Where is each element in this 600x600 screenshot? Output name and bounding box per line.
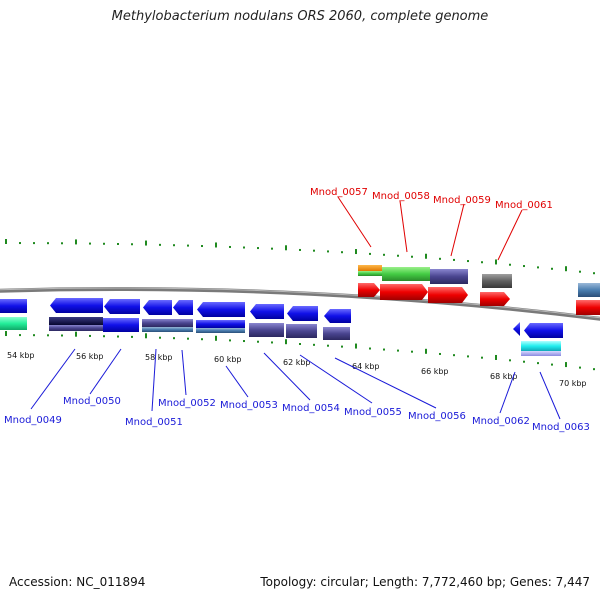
accession-text: Accession: NC_011894 [9, 575, 146, 589]
scale-label: 58 kbp [145, 353, 173, 362]
gene-bar[interactable] [286, 324, 317, 338]
gene-arrow[interactable] [50, 298, 103, 313]
gene-label-mnod-0055[interactable]: Mnod_0055 [344, 407, 402, 418]
gene-label-mnod-0054[interactable]: Mnod_0054 [282, 403, 340, 414]
gene-bar[interactable] [103, 318, 139, 332]
genome-title: Methylobacterium nodulans ORS 2060, comp… [111, 9, 489, 24]
leader-line [263, 352, 311, 401]
gene-arrow[interactable] [576, 300, 600, 315]
scale-labels: 54 kbp 56 kbp 58 kbp 60 kbp 62 kbp 64 kb… [7, 351, 587, 388]
bottom-gene-labels: Mnod_0049 Mnod_0050 Mnod_0051 Mnod_0052 … [4, 396, 590, 433]
gene-bar[interactable] [521, 341, 561, 351]
gene-bar[interactable] [196, 328, 245, 333]
gene-bar[interactable] [249, 323, 284, 337]
gene-bar[interactable] [382, 267, 430, 281]
top-label-leaders [337, 196, 523, 261]
leader-line [337, 196, 372, 248]
bottom-label-leaders [30, 348, 561, 420]
leader-line [539, 371, 561, 420]
leader-line [89, 348, 122, 395]
scale-label: 70 kbp [559, 379, 587, 388]
gene-arrow[interactable] [143, 300, 172, 315]
gene-bar[interactable] [49, 325, 103, 331]
top-gene-labels: Mnod_0057 Mnod_0058 Mnod_0059 Mnod_0061 [310, 187, 553, 211]
gene-arrow[interactable] [173, 300, 193, 315]
top-tick-marks [5, 239, 595, 275]
scale-label: 62 kbp [283, 358, 311, 367]
scale-label: 56 kbp [76, 352, 104, 361]
gene-bar[interactable] [0, 317, 27, 330]
leader-line [499, 371, 516, 414]
leader-line [181, 349, 187, 396]
scale-label: 64 kbp [352, 362, 380, 371]
gene-arrow[interactable] [287, 306, 318, 321]
leader-line [299, 354, 373, 404]
gene-label-mnod-0058[interactable]: Mnod_0058 [372, 191, 430, 202]
gene-arrow[interactable] [104, 299, 140, 314]
gene-bar[interactable] [323, 327, 350, 340]
gene-bar[interactable] [521, 351, 561, 356]
gene-bar[interactable] [358, 271, 382, 276]
gene-label-mnod-0059[interactable]: Mnod_0059 [433, 195, 491, 206]
gene-arrow[interactable] [380, 284, 428, 300]
leader-line [450, 203, 465, 257]
gene-label-mnod-0050[interactable]: Mnod_0050 [63, 396, 121, 407]
gene-label-mnod-0063[interactable]: Mnod_0063 [532, 422, 590, 433]
gene-arrow[interactable] [513, 322, 520, 336]
gene-bar[interactable] [196, 320, 245, 328]
scale-label: 54 kbp [7, 351, 35, 360]
gene-arrow[interactable] [197, 302, 245, 317]
gene-bar[interactable] [430, 269, 468, 284]
bottom-tick-marks [5, 331, 595, 371]
gene-label-mnod-0057[interactable]: Mnod_0057 [310, 187, 368, 198]
leader-line [30, 348, 76, 410]
leader-line [497, 209, 523, 261]
leader-line [151, 348, 157, 412]
gene-bar[interactable] [142, 327, 193, 332]
scale-label: 66 kbp [421, 367, 449, 376]
gene-bar[interactable] [358, 265, 382, 271]
gene-arrow[interactable] [524, 323, 563, 338]
scale-label: 68 kbp [490, 372, 518, 381]
gene-arrow[interactable] [0, 299, 27, 313]
leader-line [399, 200, 408, 253]
gene-bar[interactable] [578, 283, 600, 297]
gene-label-mnod-0049[interactable]: Mnod_0049 [4, 415, 62, 426]
gene-label-mnod-0056[interactable]: Mnod_0056 [408, 411, 466, 422]
gene-label-mnod-0052[interactable]: Mnod_0052 [158, 398, 216, 409]
gene-label-mnod-0051[interactable]: Mnod_0051 [125, 417, 183, 428]
gene-arrow[interactable] [428, 287, 468, 303]
gene-bar[interactable] [142, 319, 193, 327]
scale-label: 60 kbp [214, 355, 242, 364]
plus-strand-genes [358, 265, 600, 315]
gene-label-mnod-0061[interactable]: Mnod_0061 [495, 200, 553, 211]
gene-label-mnod-0053[interactable]: Mnod_0053 [220, 400, 278, 411]
genome-backbone [0, 286, 600, 321]
gene-arrow[interactable] [250, 304, 284, 319]
leader-line [334, 357, 437, 409]
gene-label-mnod-0062[interactable]: Mnod_0062 [472, 416, 530, 427]
gene-arrow[interactable] [324, 309, 351, 323]
minus-strand-genes [0, 298, 563, 356]
gene-bar[interactable] [49, 317, 103, 325]
gene-arrow[interactable] [358, 283, 380, 297]
genome-backbone-highlight [0, 287, 600, 319]
gene-arrow[interactable] [480, 292, 510, 306]
gene-bar[interactable] [482, 274, 512, 288]
genome-summary-text: Topology: circular; Length: 7,772,460 bp… [260, 575, 590, 589]
leader-line [225, 365, 249, 398]
